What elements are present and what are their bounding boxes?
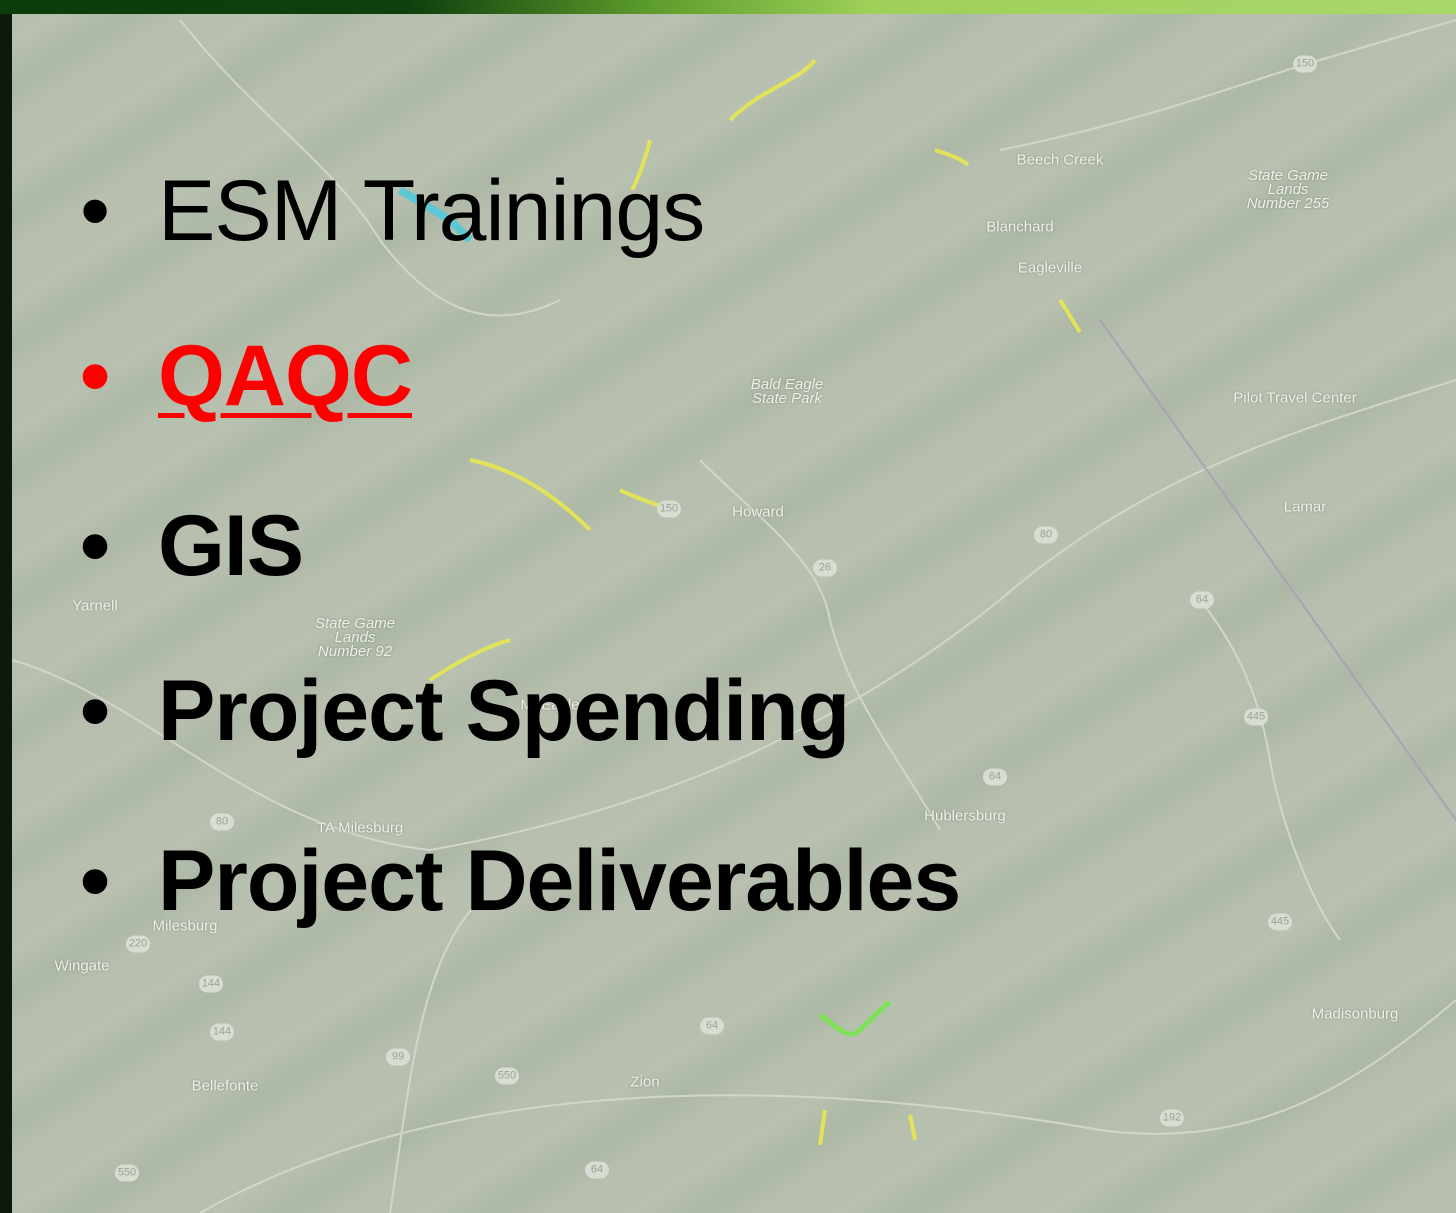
bullet-dot: • <box>80 503 158 589</box>
route-shield: 150 <box>1293 56 1317 73</box>
route-shield: 192 <box>1160 1110 1184 1127</box>
place-label: State Game Lands Number 255 <box>1240 169 1336 211</box>
place-label: Bellefonte <box>192 1078 259 1095</box>
place-label: Beech Creek <box>1017 152 1104 169</box>
place-label: Wingate <box>54 958 109 975</box>
route-shield: 220 <box>126 936 150 953</box>
route-shield: 550 <box>115 1165 139 1182</box>
stream <box>820 1110 825 1145</box>
bullet-text: GIS <box>158 498 303 594</box>
route-shield: 144 <box>210 1024 234 1041</box>
top-bar <box>0 0 1456 14</box>
place-label: Yarnell <box>72 598 118 615</box>
route-shield: 26 <box>813 560 837 577</box>
bullet-text: Project Deliverables <box>158 833 960 929</box>
slide: Beech Creek Blanchard Eagleville State Game… <box>0 0 1456 1213</box>
place-label: State Game Lands Number 92 <box>307 617 403 659</box>
place-label: Eagleville <box>1018 260 1082 277</box>
place-label: Blanchard <box>986 219 1054 236</box>
place-label: Howard <box>732 504 784 521</box>
route-shield: 64 <box>700 1018 724 1035</box>
road <box>200 1000 1456 1213</box>
route-shield: 550 <box>495 1068 519 1085</box>
bullet-dot: • <box>80 168 158 254</box>
stream <box>730 60 815 120</box>
stream <box>910 1115 915 1140</box>
page: Beech Creek Blanchard Eagleville State Game… <box>0 0 1456 1213</box>
bullet-item: •Project Spending <box>80 668 849 754</box>
place-label: Pilot Travel Center <box>1233 390 1356 407</box>
bullet-item: •GIS <box>80 503 303 589</box>
bullet-text[interactable]: QAQC <box>158 328 412 424</box>
bullet-dot: • <box>80 668 158 754</box>
route-shield: 99 <box>386 1049 410 1066</box>
place-label: Lamar <box>1284 499 1327 516</box>
place-label: Zion <box>630 1074 659 1091</box>
bullet-text: ESM Trainings <box>158 163 704 259</box>
bullet-text: Project Spending <box>158 663 849 759</box>
stream <box>935 150 968 165</box>
bullet-dot: • <box>80 333 158 419</box>
stream <box>1060 300 1080 332</box>
road <box>12 380 1456 850</box>
left-bar <box>0 14 12 1213</box>
place-label: Bald Eagle State Park <box>739 378 835 406</box>
route-shield: 150 <box>657 501 681 518</box>
route-shield: 64 <box>1190 592 1214 609</box>
road <box>1000 20 1456 150</box>
route-shield: 144 <box>199 976 223 993</box>
stream <box>470 460 590 530</box>
bullet-item: •Project Deliverables <box>80 838 960 924</box>
place-label: Hublersburg <box>924 808 1006 825</box>
stream <box>820 1002 890 1034</box>
place-label: Madisonburg <box>1312 1006 1399 1023</box>
route-shield: 445 <box>1268 914 1292 931</box>
route-shield: 80 <box>210 814 234 831</box>
bullet-dot: • <box>80 838 158 924</box>
route-shield: 64 <box>585 1162 609 1179</box>
bullet-item: •ESM Trainings <box>80 168 704 254</box>
route-shield: 64 <box>983 769 1007 786</box>
route-shield: 80 <box>1034 527 1058 544</box>
road <box>1200 600 1340 940</box>
bullet-item: •QAQC <box>80 333 412 419</box>
route-shield: 445 <box>1244 709 1268 726</box>
